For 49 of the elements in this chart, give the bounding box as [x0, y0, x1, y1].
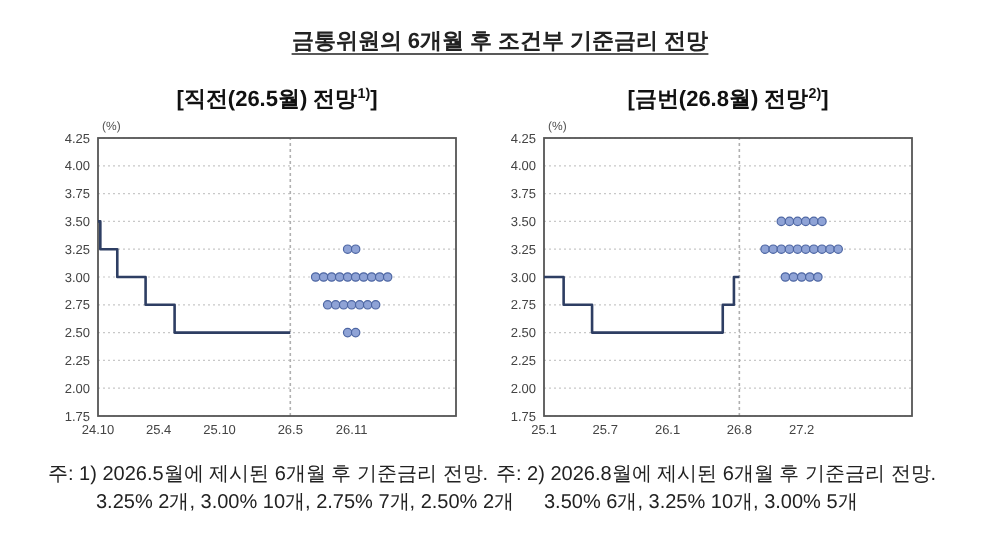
point	[342, 244, 353, 254]
point	[760, 244, 770, 254]
point	[792, 244, 803, 254]
point	[800, 216, 811, 227]
point	[310, 272, 321, 282]
point	[788, 272, 799, 282]
point	[350, 327, 361, 338]
point	[796, 272, 807, 282]
point	[784, 244, 795, 254]
point	[358, 272, 369, 282]
point	[366, 272, 377, 282]
point	[326, 272, 337, 282]
point	[342, 327, 353, 338]
text: 3.50% 6개, 3.25% 10개, 3.00% 5개	[544, 492, 858, 514]
point	[350, 244, 361, 254]
point	[784, 216, 795, 227]
point	[318, 272, 329, 282]
point	[374, 272, 385, 282]
text: 주: 1) 2026.5월에 제시된 6개월 후 기준금리 전망.	[48, 464, 489, 486]
text: 주: 2) 2026.8월에 제시된 6개월 후 기준금리 전망.	[496, 464, 937, 486]
point	[792, 216, 803, 227]
point	[817, 216, 827, 227]
point	[817, 244, 827, 254]
point	[776, 216, 787, 227]
point	[780, 272, 791, 282]
point	[370, 300, 381, 310]
point	[809, 216, 819, 227]
point	[322, 300, 333, 310]
point	[768, 244, 778, 254]
point	[350, 272, 361, 282]
point	[833, 244, 843, 254]
point	[362, 300, 373, 310]
point	[334, 272, 345, 282]
point	[804, 272, 815, 282]
point	[342, 272, 353, 282]
point	[330, 300, 341, 310]
point	[776, 244, 787, 254]
point	[825, 244, 835, 254]
chart-subtitle: [금번(26.8월) 전망$^{2)}$]	[627, 86, 830, 112]
point	[338, 300, 349, 310]
chart-subtitle: [직전(26.5월) 전망$^{1)}$]	[176, 86, 379, 112]
point	[354, 300, 365, 310]
point	[382, 272, 393, 282]
text: 3.25% 2개, 3.00% 10개, 2.75% 7개, 2.50% 2개	[96, 492, 515, 514]
point	[813, 272, 823, 282]
point	[809, 244, 819, 254]
text: 금통위원의 6개월 후 조건부 기준금리 전망	[291, 30, 709, 54]
point	[346, 300, 357, 310]
point	[800, 244, 811, 254]
